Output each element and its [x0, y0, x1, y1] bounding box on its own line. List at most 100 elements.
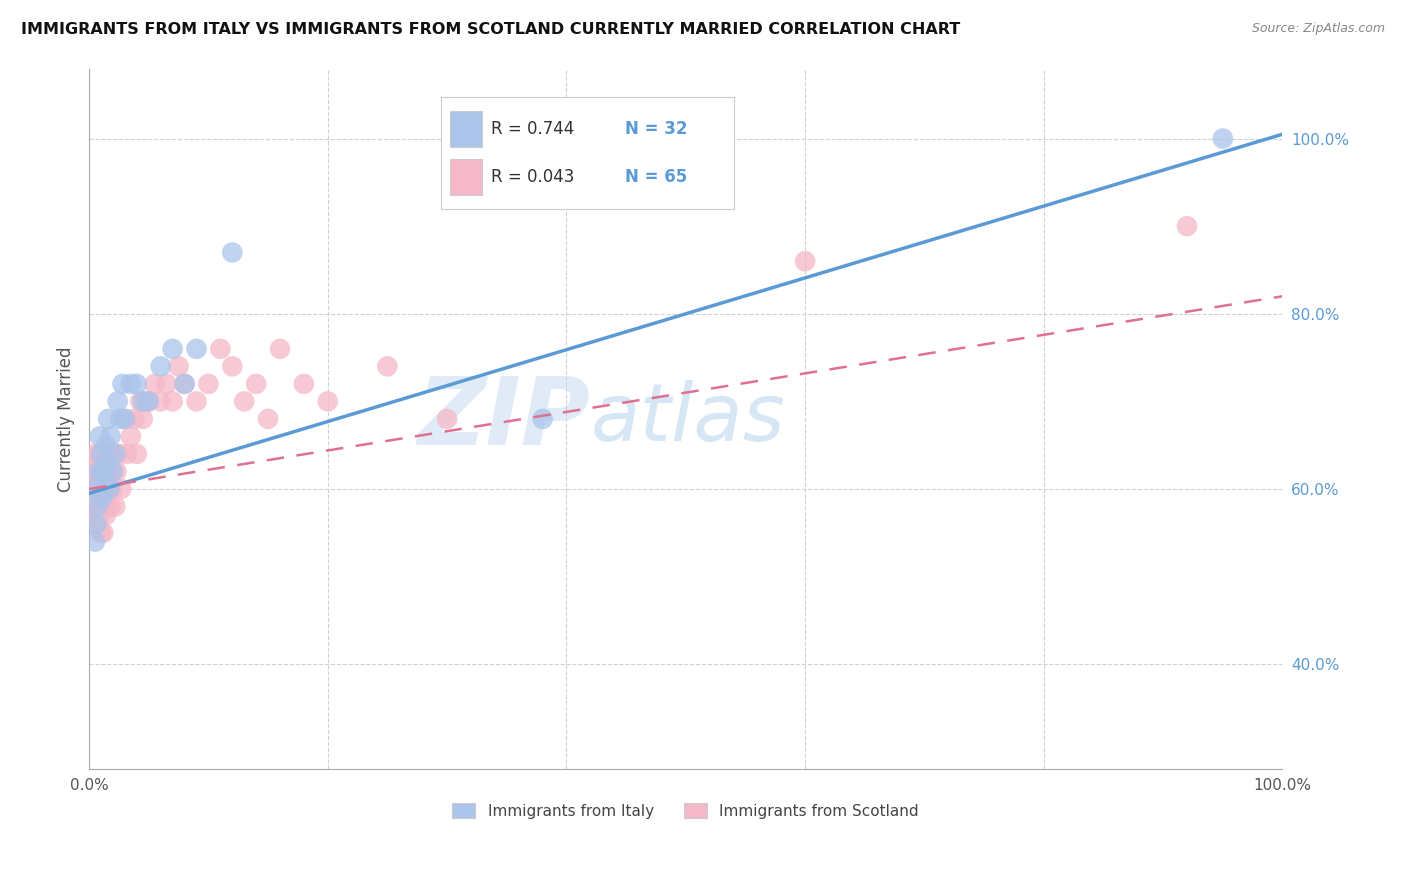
Point [186, 394, 208, 409]
Point [143, 376, 166, 391]
Legend: Immigrants from Italy, Immigrants from Scotland: Immigrants from Italy, Immigrants from S… [446, 797, 925, 825]
Text: atlas: atlas [591, 380, 785, 458]
Point [83, 465, 105, 479]
Y-axis label: Currently Married: Currently Married [58, 346, 75, 491]
Point [100, 465, 122, 479]
Point [162, 394, 184, 409]
Point [94, 508, 117, 523]
Point [98, 482, 121, 496]
Point [269, 342, 291, 356]
Point [96, 456, 118, 470]
Point [132, 412, 155, 426]
Point [135, 394, 157, 409]
Point [79, 482, 101, 496]
Point [149, 394, 172, 409]
Point [82, 508, 104, 523]
Point [104, 500, 127, 514]
Point [125, 447, 148, 461]
Point [108, 447, 131, 461]
Point [86, 473, 108, 487]
Point [107, 394, 129, 409]
Point [186, 342, 208, 356]
Point [1212, 131, 1234, 145]
Point [105, 465, 128, 479]
Point [97, 500, 120, 514]
Point [80, 500, 103, 514]
Point [93, 465, 115, 479]
Point [197, 376, 219, 391]
Point [91, 491, 114, 505]
Point [84, 482, 107, 496]
Point [120, 429, 142, 443]
Point [90, 447, 112, 461]
Point [117, 447, 139, 461]
Point [84, 534, 107, 549]
Point [233, 394, 256, 409]
Point [120, 376, 142, 391]
Point [93, 465, 115, 479]
Point [138, 394, 160, 409]
Point [132, 394, 155, 409]
Point [221, 245, 243, 260]
Point [1175, 219, 1198, 234]
Point [124, 412, 146, 426]
Point [84, 500, 107, 514]
Point [101, 465, 124, 479]
Point [167, 359, 190, 374]
Point [292, 376, 315, 391]
Point [89, 508, 111, 523]
Point [377, 359, 399, 374]
Point [114, 412, 136, 426]
Point [84, 447, 107, 461]
Point [94, 438, 117, 452]
Text: Source: ZipAtlas.com: Source: ZipAtlas.com [1251, 22, 1385, 36]
Point [82, 482, 104, 496]
Point [245, 376, 267, 391]
Point [84, 516, 107, 531]
Point [86, 516, 108, 531]
Point [91, 500, 114, 514]
Point [111, 376, 134, 391]
Point [89, 429, 111, 443]
Point [257, 412, 280, 426]
Point [87, 482, 110, 496]
Point [91, 465, 114, 479]
Point [87, 465, 110, 479]
Point [108, 412, 131, 426]
Text: IMMIGRANTS FROM ITALY VS IMMIGRANTS FROM SCOTLAND CURRENTLY MARRIED CORRELATION : IMMIGRANTS FROM ITALY VS IMMIGRANTS FROM… [21, 22, 960, 37]
Text: ZIP: ZIP [418, 373, 591, 465]
Point [93, 500, 115, 514]
Point [104, 447, 127, 461]
Point [96, 447, 118, 461]
Point [93, 473, 115, 487]
Point [89, 465, 111, 479]
Point [93, 525, 115, 540]
Point [436, 412, 458, 426]
Point [129, 394, 152, 409]
Point [114, 412, 136, 426]
Point [162, 342, 184, 356]
Point [87, 447, 110, 461]
Point [156, 376, 179, 391]
Point [100, 500, 122, 514]
Point [97, 412, 120, 426]
Point [110, 482, 132, 496]
Point [90, 482, 112, 496]
Point [173, 376, 195, 391]
Point [149, 359, 172, 374]
Point [173, 376, 195, 391]
Point [794, 254, 817, 268]
Point [209, 342, 232, 356]
Point [90, 525, 112, 540]
Point [96, 482, 118, 496]
Point [93, 491, 115, 505]
Point [100, 429, 122, 443]
Point [125, 376, 148, 391]
Point [138, 394, 160, 409]
Point [97, 465, 120, 479]
Point [101, 482, 124, 496]
Point [316, 394, 339, 409]
Point [98, 482, 121, 496]
Point [84, 456, 107, 470]
Point [103, 447, 125, 461]
